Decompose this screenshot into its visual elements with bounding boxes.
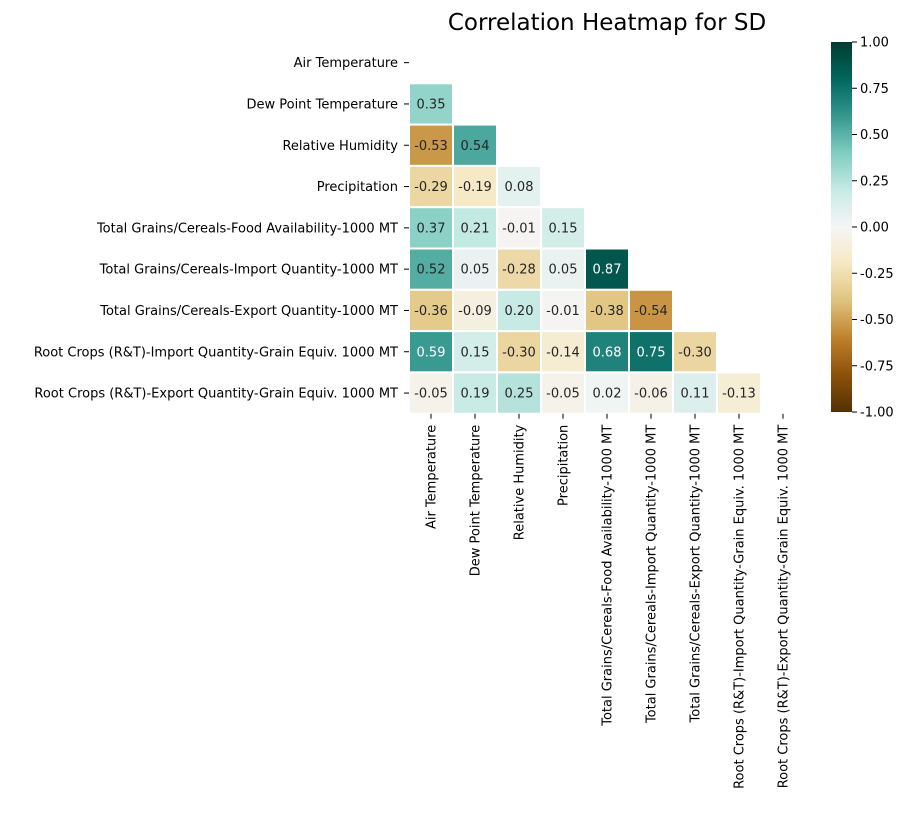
heatmap-cell: [452, 206, 498, 250]
cell-value-label: -0.19: [458, 180, 492, 195]
heatmap-cell: [496, 371, 542, 415]
x-tick-label: Root Crops (R&T)-Export Quantity-Grain E…: [777, 425, 792, 789]
cell-value-label: 0.35: [417, 97, 446, 112]
cell-value-label: 0.37: [417, 221, 446, 236]
colorbar-tick-label: -0.25: [860, 267, 894, 282]
cell-value-label: 0.15: [461, 345, 490, 360]
cell-value-label: 0.08: [505, 180, 534, 195]
colorbar-gradient: [831, 42, 852, 412]
heatmap-cell: [584, 288, 630, 333]
y-tick-label: Total Grains/Cereals-Import Quantity-100…: [99, 263, 398, 278]
heatmap-cell: [628, 371, 674, 415]
cell-value-label: 0.68: [593, 345, 622, 360]
cell-value-label: -0.30: [678, 345, 712, 360]
cell-value-label: 0.54: [461, 139, 490, 154]
colorbar: -1.00 -0.75 -0.50 -0.25 0.00 0.25 0.50 0.75 1.00: [831, 36, 894, 421]
cell-value-label: -0.09: [458, 304, 492, 319]
colorbar-tick-label: 1.00: [860, 36, 889, 51]
heatmap-cell: [408, 371, 454, 415]
cell-value-label: -0.01: [546, 304, 580, 319]
x-tick-label: Air Temperature: [425, 425, 440, 529]
cell-value-label: -0.05: [414, 387, 448, 402]
colorbar-tick-label: 0.00: [860, 221, 889, 236]
x-tick-label: Dew Point Temperature: [469, 425, 484, 577]
x-tick-label: Total Grains/Cereals-Food Availability-1…: [601, 425, 616, 727]
y-tick-label: Relative Humidity: [282, 139, 398, 154]
colorbar-tick-label: -1.00: [860, 406, 894, 421]
cell-value-label: 0.87: [593, 263, 622, 278]
cell-value-label: -0.29: [414, 180, 448, 195]
y-tick-label: Total Grains/Cereals-Export Quantity-100…: [99, 304, 398, 319]
y-tick-label: Root Crops (R&T)-Export Quantity-Grain E…: [34, 387, 398, 402]
cell-value-label: -0.06: [634, 387, 668, 402]
chart-title: Correlation Heatmap for SD: [448, 10, 766, 36]
heatmap-cell: [496, 164, 542, 209]
y-tick-label: Total Grains/Cereals-Food Availability-1…: [96, 221, 398, 236]
cell-value-label: -0.53: [414, 139, 448, 154]
cell-value-label: 0.52: [417, 263, 446, 278]
cell-value-label: 0.59: [417, 345, 446, 360]
cell-value-label: 0.25: [505, 387, 534, 402]
cell-value-label: -0.36: [414, 304, 448, 319]
cell-value-label: -0.54: [634, 304, 668, 319]
cell-value-label: -0.28: [502, 263, 536, 278]
heatmap-cell: [628, 330, 674, 374]
cell-value-label: 0.20: [505, 304, 534, 319]
colorbar-tick-label: 0.25: [860, 174, 889, 189]
cell-value-label: -0.05: [546, 387, 580, 402]
cell-value-label: 0.75: [637, 345, 666, 360]
colorbar-tick-label: 0.50: [860, 128, 889, 143]
cell-value-label: -0.01: [502, 221, 536, 236]
cell-value-label: 0.21: [461, 221, 490, 236]
heatmap-cells: 0.35 -0.53 0.54 -0.29 -0.19 0.08 0.37 0.21 -0.01…: [408, 82, 762, 415]
heatmap-cell: [452, 288, 498, 333]
cell-value-label: -0.13: [722, 387, 756, 402]
x-tick-label: Total Grains/Cereals-Import Quantity-100…: [645, 425, 660, 724]
colorbar-tick-label: -0.50: [860, 313, 894, 328]
x-tick-label: Root Crops (R&T)-Import Quantity-Grain E…: [733, 425, 748, 789]
x-tick-label: Precipitation: [557, 425, 572, 506]
cell-value-label: 0.19: [461, 387, 490, 402]
x-axis-tick-labels: Air Temperature Dew Point Temperature Rela…: [425, 413, 792, 789]
cell-value-label: -0.30: [502, 345, 536, 360]
cell-value-label: 0.05: [461, 263, 490, 278]
heatmap-cell: [540, 206, 586, 250]
y-tick-label: Root Crops (R&T)-Import Quantity-Grain E…: [34, 345, 398, 360]
cell-value-label: -0.38: [590, 304, 624, 319]
cell-value-label: 0.02: [593, 387, 622, 402]
heatmap-cell: [672, 371, 718, 415]
y-axis-tick-labels: Air Temperature Dew Point Temperature Rela…: [34, 56, 409, 402]
x-tick-label: Relative Humidity: [513, 424, 528, 540]
cell-value-label: 0.11: [681, 387, 710, 402]
heatmap-cell: [540, 288, 586, 333]
heatmap-cell: [716, 371, 762, 415]
y-tick-label: Precipitation: [317, 180, 398, 195]
colorbar-tick-label: -0.75: [860, 359, 894, 374]
x-tick-label: Total Grains/Cereals-Export Quantity-100…: [689, 425, 704, 724]
heatmap-cell: [452, 247, 498, 291]
colorbar-tick-label: 0.75: [860, 82, 889, 97]
cell-value-label: 0.05: [549, 263, 578, 278]
y-tick-label: Dew Point Temperature: [246, 97, 398, 112]
cell-value-label: -0.14: [546, 345, 580, 360]
cell-value-label: 0.15: [549, 221, 578, 236]
y-tick-label: Air Temperature: [294, 56, 398, 71]
heatmap-cell: [452, 330, 498, 374]
